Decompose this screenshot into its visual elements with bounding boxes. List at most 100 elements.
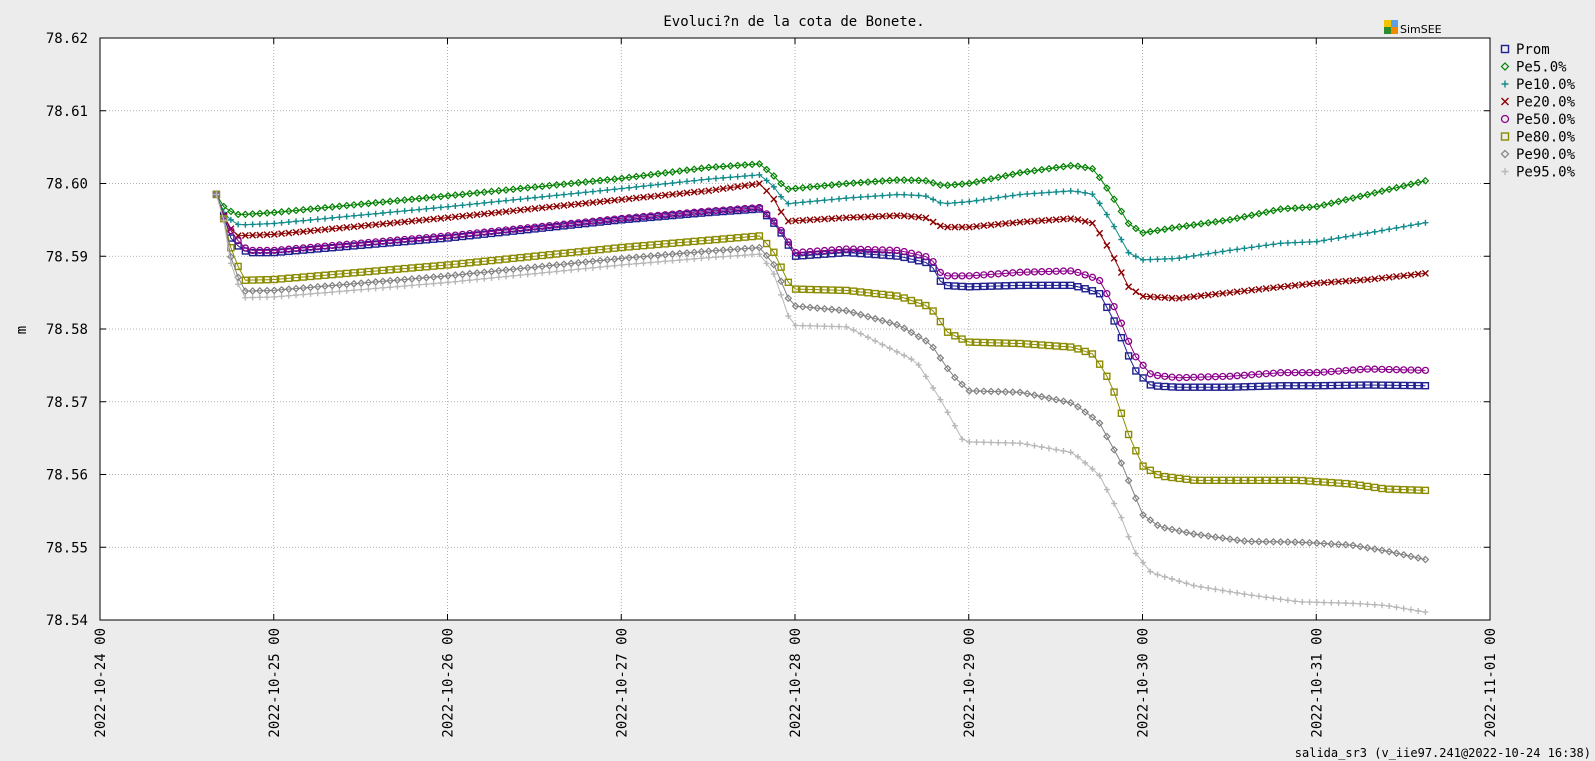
data-point — [343, 223, 351, 231]
brand-label: SimSEE — [1400, 23, 1442, 36]
data-point — [567, 259, 576, 268]
data-point — [487, 187, 496, 196]
data-point — [632, 172, 641, 181]
data-point — [1240, 212, 1249, 221]
data-point — [705, 236, 713, 244]
data-point — [951, 180, 959, 189]
data-point — [430, 280, 437, 287]
data-point — [893, 191, 900, 198]
data-point — [610, 244, 619, 252]
data-point — [1421, 486, 1430, 495]
data-point — [798, 183, 807, 192]
data-point — [784, 278, 793, 287]
data-point — [1414, 178, 1423, 187]
data-point — [364, 240, 373, 249]
data-point — [1312, 539, 1321, 548]
data-point — [516, 264, 525, 273]
data-point — [1262, 382, 1270, 390]
data-point — [1393, 224, 1400, 231]
data-point — [799, 322, 806, 329]
data-point — [372, 238, 380, 246]
data-point — [422, 234, 431, 242]
data-point — [820, 181, 829, 190]
data-point — [531, 223, 539, 231]
data-point — [1219, 372, 1227, 381]
data-point — [929, 307, 937, 315]
data-point — [1241, 245, 1248, 252]
data-point — [705, 176, 712, 183]
data-point — [1414, 554, 1423, 562]
data-point — [1262, 537, 1271, 546]
data-point — [770, 217, 778, 225]
data-point — [1371, 275, 1379, 283]
data-point — [1023, 167, 1032, 176]
data-point — [878, 316, 887, 325]
data-point — [335, 270, 344, 278]
legend-marker — [1500, 132, 1510, 141]
data-point — [1009, 269, 1017, 277]
data-point — [1131, 494, 1140, 503]
data-point — [256, 294, 263, 301]
data-point — [879, 192, 886, 199]
data-point — [509, 225, 517, 233]
data-point — [314, 226, 322, 234]
data-point — [1161, 472, 1169, 481]
data-point — [1125, 249, 1132, 256]
data-point — [321, 225, 329, 233]
data-point — [827, 181, 836, 189]
data-point — [914, 176, 923, 185]
data-point — [1320, 279, 1328, 287]
data-point — [791, 184, 800, 193]
data-point — [1081, 347, 1089, 356]
data-point — [1305, 538, 1314, 547]
data-point — [343, 287, 350, 294]
legend-item-pe90-0: Pe90.0% — [1500, 147, 1576, 163]
legend-marker — [1500, 62, 1510, 71]
data-point — [691, 177, 698, 184]
data-point — [1146, 466, 1155, 475]
data-point — [1233, 372, 1241, 380]
data-point — [719, 206, 727, 214]
data-point — [1074, 453, 1081, 460]
data-point — [842, 286, 850, 295]
data-point — [813, 304, 822, 312]
data-point — [770, 195, 778, 203]
data-point — [980, 222, 988, 230]
data-point — [372, 210, 379, 217]
data-point — [1190, 476, 1198, 484]
data-point — [756, 251, 763, 258]
data-point — [343, 240, 351, 248]
data-point — [545, 221, 554, 230]
data-point — [1030, 166, 1039, 175]
data-point — [690, 188, 698, 196]
data-point — [1263, 594, 1270, 601]
data-point — [842, 306, 851, 315]
data-point — [646, 170, 655, 179]
data-point — [401, 207, 408, 214]
data-point — [1299, 598, 1306, 605]
data-point — [821, 215, 829, 223]
data-point — [878, 290, 887, 299]
data-point — [263, 246, 271, 255]
legend-item-pe5-0: Pe5.0% — [1500, 60, 1567, 76]
data-point — [1045, 267, 1053, 276]
data-point — [632, 253, 641, 262]
data-point — [1016, 281, 1024, 290]
data-point — [422, 236, 431, 244]
data-point — [654, 192, 662, 200]
data-point — [1197, 383, 1205, 391]
data-point — [886, 246, 894, 254]
data-point — [676, 190, 684, 198]
data-point — [1342, 277, 1350, 285]
data-point — [270, 248, 279, 257]
data-point — [987, 282, 995, 290]
data-point — [1378, 381, 1386, 389]
data-point — [733, 234, 742, 242]
data-point — [806, 285, 814, 294]
data-point — [1132, 367, 1140, 375]
data-point — [321, 244, 329, 253]
data-point — [1399, 550, 1408, 559]
data-point — [459, 277, 466, 284]
data-point — [1045, 189, 1052, 196]
data-point — [1009, 281, 1017, 290]
